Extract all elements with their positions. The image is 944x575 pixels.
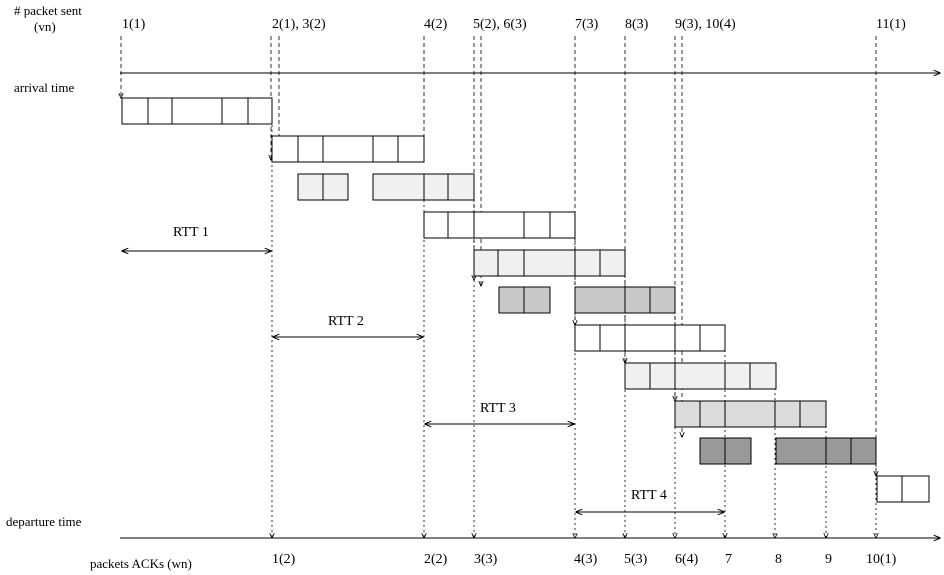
packet-train-box <box>271 135 425 163</box>
ack-label-3: 3(3) <box>474 552 498 567</box>
ack-label-2: 2(2) <box>424 552 448 567</box>
sent-label-1: 1(1) <box>122 17 146 32</box>
packet-train-box <box>876 475 930 503</box>
rtt-arrows <box>122 251 724 512</box>
ack-label-9: 9 <box>825 552 832 567</box>
sent-label-4: 5(2), 6(3) <box>473 17 527 32</box>
ack-label-8: 8 <box>775 552 782 567</box>
rtt-2-label: RTT 2 <box>328 314 364 329</box>
packet-sent-unit: (vn) <box>34 19 56 34</box>
ack-label-1: 1(2) <box>272 552 296 567</box>
sent-label-2: 2(1), 3(2) <box>272 17 326 32</box>
packet-train-box <box>423 211 576 239</box>
ack-label-10: 10(1) <box>866 552 897 567</box>
acks-label: packets ACKs (wn) <box>90 556 192 571</box>
ack-arrows <box>272 125 876 538</box>
ack-label-4: 4(3) <box>574 552 598 567</box>
ack-label-5: 5(3) <box>624 552 648 567</box>
sent-label-6: 8(3) <box>625 17 649 32</box>
sent-label-8: 11(1) <box>876 17 906 32</box>
ack-label-6: 6(4) <box>675 552 699 567</box>
ack-label-7: 7 <box>725 552 732 567</box>
sent-label-5: 7(3) <box>575 17 599 32</box>
packet-boxes <box>121 97 930 503</box>
packet-train-box <box>473 249 626 277</box>
rtt-3-label: RTT 3 <box>480 401 516 416</box>
packet-train-box <box>624 362 777 390</box>
packet-sent-label: # packet sent <box>14 3 82 18</box>
packet-train-box <box>121 97 273 125</box>
packet-train-box <box>674 400 827 428</box>
rtt-1-label: RTT 1 <box>173 225 209 240</box>
sent-label-7: 9(3), 10(4) <box>675 17 736 32</box>
rtt-4-label: RTT 4 <box>631 488 667 503</box>
sent-label-3: 4(2) <box>424 17 448 32</box>
packet-train-box <box>574 324 726 352</box>
departure-time-label: departure time <box>6 514 82 529</box>
arrival-time-label: arrival time <box>14 80 75 95</box>
